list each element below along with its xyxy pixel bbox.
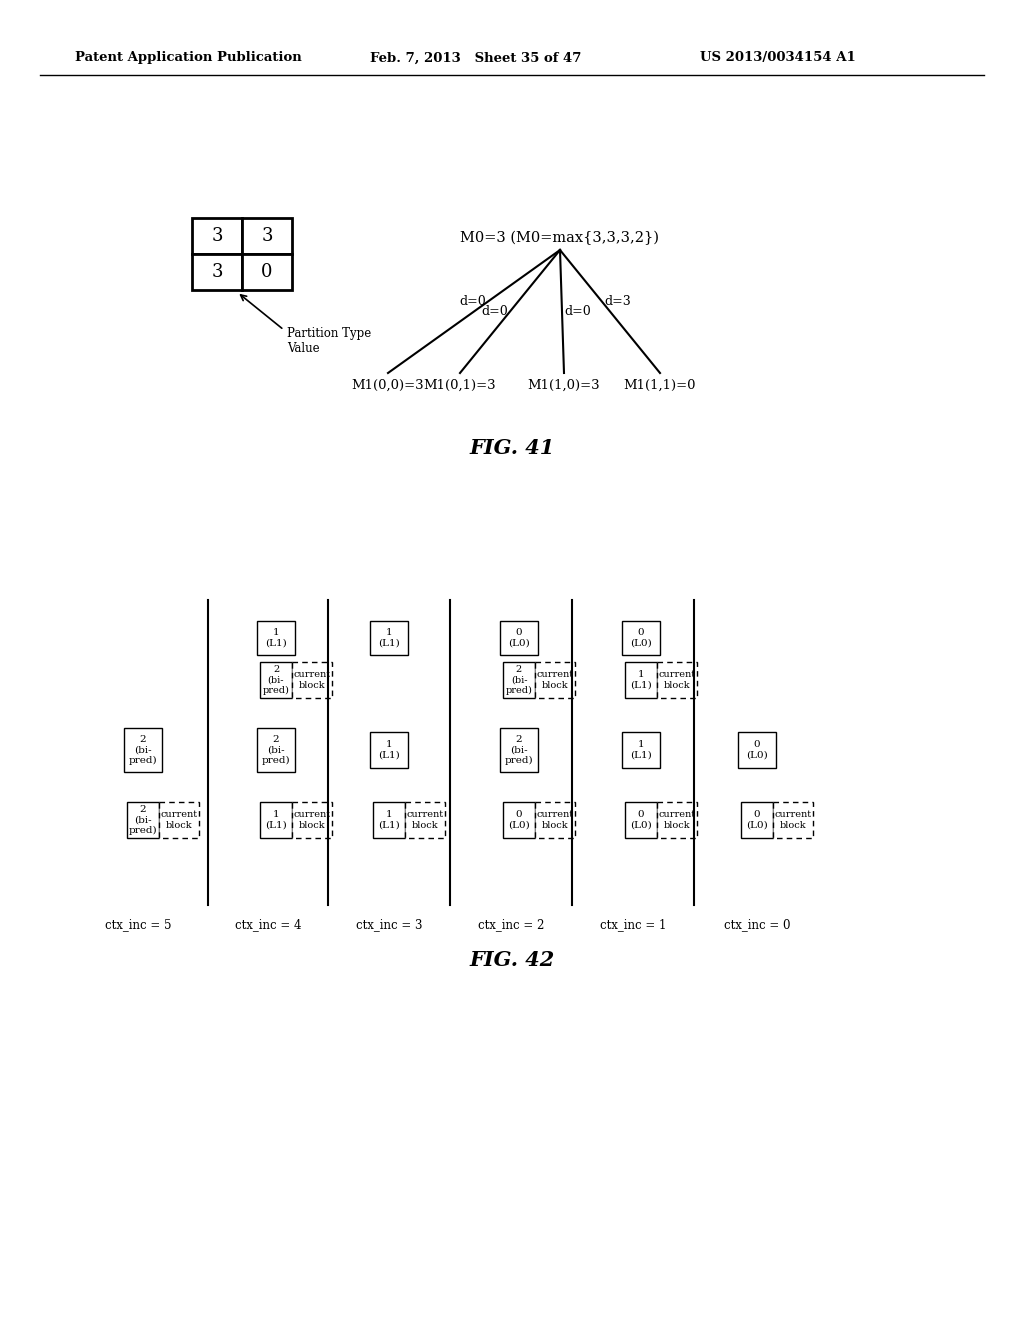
Text: 0
(L0): 0 (L0) xyxy=(746,810,768,829)
Text: M1(1,0)=3: M1(1,0)=3 xyxy=(527,379,600,392)
Text: 2
(bi-
pred): 2 (bi- pred) xyxy=(262,665,290,694)
Text: current
block: current block xyxy=(161,810,198,829)
Text: 3: 3 xyxy=(261,227,272,246)
Bar xyxy=(535,663,575,698)
Text: Partition Type
Value: Partition Type Value xyxy=(287,327,372,355)
Text: 0
(L0): 0 (L0) xyxy=(630,628,652,648)
Text: M1(0,1)=3: M1(0,1)=3 xyxy=(424,379,497,392)
Bar xyxy=(500,620,538,655)
Bar xyxy=(503,803,535,838)
Text: M0=3 (M0=max{3,3,3,2}): M0=3 (M0=max{3,3,3,2}) xyxy=(461,231,659,246)
Text: 0
(L0): 0 (L0) xyxy=(508,810,529,829)
Bar xyxy=(625,803,657,838)
Text: 1
(L1): 1 (L1) xyxy=(630,741,652,759)
Bar xyxy=(242,218,292,253)
Text: 3: 3 xyxy=(211,227,223,246)
Text: Feb. 7, 2013   Sheet 35 of 47: Feb. 7, 2013 Sheet 35 of 47 xyxy=(370,51,582,65)
Text: 1
(L1): 1 (L1) xyxy=(265,628,287,648)
Bar xyxy=(127,803,159,838)
Text: 2
(bi-
pred): 2 (bi- pred) xyxy=(129,735,158,764)
Text: Patent Application Publication: Patent Application Publication xyxy=(75,51,302,65)
Text: ctx_inc = 1: ctx_inc = 1 xyxy=(600,917,667,931)
Text: 1
(L1): 1 (L1) xyxy=(378,810,400,829)
Text: 3: 3 xyxy=(211,263,223,281)
Text: 1
(L1): 1 (L1) xyxy=(265,810,287,829)
Text: ctx_inc = 3: ctx_inc = 3 xyxy=(355,917,422,931)
Bar xyxy=(124,729,162,772)
Text: M1(1,1)=0: M1(1,1)=0 xyxy=(624,379,696,392)
Text: 1
(L1): 1 (L1) xyxy=(378,628,400,648)
Bar xyxy=(625,663,657,698)
Bar xyxy=(657,803,697,838)
Text: d=0: d=0 xyxy=(564,305,591,318)
Bar xyxy=(622,620,660,655)
Bar xyxy=(622,733,660,768)
Bar xyxy=(370,620,408,655)
Bar xyxy=(242,253,292,290)
Bar xyxy=(292,663,332,698)
Bar xyxy=(257,729,295,772)
Text: 0
(L0): 0 (L0) xyxy=(508,628,529,648)
Bar xyxy=(257,620,295,655)
Text: M1(0,0)=3: M1(0,0)=3 xyxy=(351,379,424,392)
Bar xyxy=(773,803,813,838)
Text: current
block: current block xyxy=(537,810,573,829)
Bar xyxy=(503,663,535,698)
Text: FIG. 41: FIG. 41 xyxy=(469,438,555,458)
Text: FIG. 42: FIG. 42 xyxy=(469,950,555,970)
Bar xyxy=(292,803,332,838)
Text: 2
(bi-
pred): 2 (bi- pred) xyxy=(129,805,158,834)
Bar xyxy=(370,733,408,768)
Text: current
block: current block xyxy=(407,810,443,829)
Bar xyxy=(741,803,773,838)
Bar xyxy=(193,253,242,290)
Text: 0
(L0): 0 (L0) xyxy=(746,741,768,759)
Text: current
block: current block xyxy=(658,671,695,689)
Text: 2
(bi-
pred): 2 (bi- pred) xyxy=(505,735,534,764)
Bar xyxy=(657,663,697,698)
Text: 2
(bi-
pred): 2 (bi- pred) xyxy=(506,665,532,694)
Bar xyxy=(193,218,242,253)
Text: d=0: d=0 xyxy=(459,296,485,308)
Bar xyxy=(406,803,445,838)
Text: 0: 0 xyxy=(261,263,272,281)
Text: 2
(bi-
pred): 2 (bi- pred) xyxy=(262,735,291,764)
Text: current
block: current block xyxy=(294,671,331,689)
Text: US 2013/0034154 A1: US 2013/0034154 A1 xyxy=(700,51,856,65)
Bar xyxy=(500,729,538,772)
Bar xyxy=(535,803,575,838)
Text: d=0: d=0 xyxy=(481,305,508,318)
Bar xyxy=(159,803,199,838)
Bar xyxy=(260,803,292,838)
Text: current
block: current block xyxy=(294,810,331,829)
Text: current
block: current block xyxy=(774,810,812,829)
Bar xyxy=(738,733,776,768)
Bar xyxy=(260,663,292,698)
Text: ctx_inc = 2: ctx_inc = 2 xyxy=(478,917,544,931)
Text: ctx_inc = 0: ctx_inc = 0 xyxy=(724,917,791,931)
Text: current
block: current block xyxy=(537,671,573,689)
Text: ctx_inc = 5: ctx_inc = 5 xyxy=(104,917,171,931)
Text: 0
(L0): 0 (L0) xyxy=(630,810,652,829)
Text: d=3: d=3 xyxy=(604,296,631,308)
Text: 1
(L1): 1 (L1) xyxy=(630,671,652,689)
Text: current
block: current block xyxy=(658,810,695,829)
Text: ctx_inc = 4: ctx_inc = 4 xyxy=(234,917,301,931)
Text: 1
(L1): 1 (L1) xyxy=(378,741,400,759)
Bar xyxy=(373,803,406,838)
